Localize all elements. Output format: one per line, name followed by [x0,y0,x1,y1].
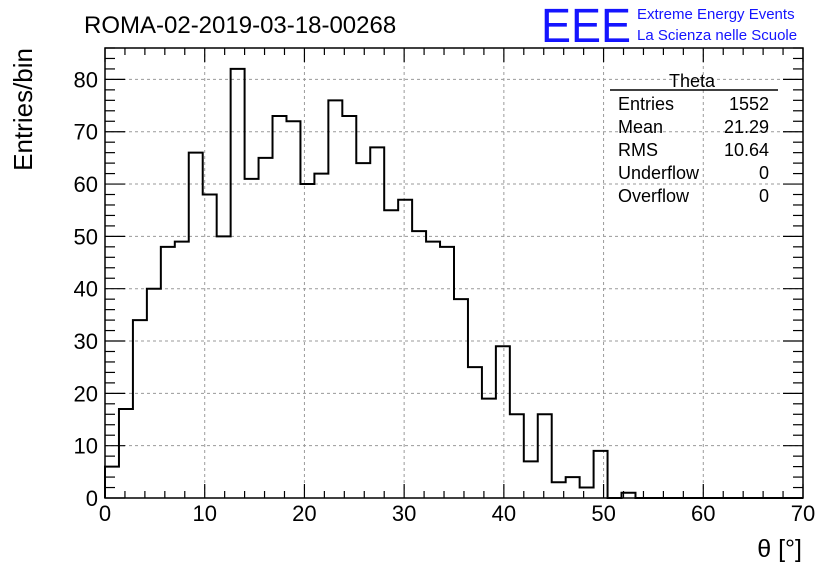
stats-label-overflow: Overflow [618,186,690,206]
x-tick-label: 40 [492,501,516,526]
x-tick-label: 0 [99,501,111,526]
eee-logo-line1: Extreme Energy Events [637,6,795,23]
y-tick-label: 30 [74,329,98,354]
stats-box-title: Theta [669,71,716,91]
x-tick-label: 10 [192,501,216,526]
y-tick-label: 80 [74,67,98,92]
x-axis-label: θ [°] [757,535,802,563]
x-tick-label: 50 [591,501,615,526]
y-tick-label: 0 [86,486,98,511]
stats-label-mean: Mean [618,117,663,137]
x-tick-label: 30 [392,501,416,526]
x-tick-label: 20 [292,501,316,526]
stats-value-mean: 21.29 [724,117,769,137]
y-tick-label: 70 [74,120,98,145]
stats-box: Theta Entries 1552 Mean 21.29 RMS 10.64 … [610,71,778,206]
run-title: ROMA-02-2019-03-18-00268 [84,12,396,39]
eee-logo: EEE [541,0,631,53]
stats-value-overflow: 0 [759,186,769,206]
y-tick-label: 50 [74,224,98,249]
eee-logo-line2: La Scienza nelle Scuole [637,27,797,44]
stats-value-underflow: 0 [759,163,769,183]
stats-label-underflow: Underflow [618,163,700,183]
histogram-outline [104,67,803,499]
y-axis-label: Entries/bin [8,48,38,171]
plot-frame [104,47,804,499]
histogram-layer [104,67,803,499]
tick-labels: 0 10 20 30 40 50 60 70 0 10 20 30 40 50 60 70 80 [74,67,816,526]
stats-value-entries: 1552 [729,94,769,114]
x-tick-label: 60 [691,501,715,526]
y-tick-label: 60 [74,172,98,197]
y-tick-label: 40 [74,277,98,302]
stats-label-entries: Entries [618,94,674,114]
ticks-layer [104,47,804,499]
y-tick-label: 20 [74,381,98,406]
y-tick-label: 10 [74,434,98,459]
x-tick-label: 70 [791,501,815,526]
grid-layer [105,48,803,498]
stats-label-rms: RMS [618,140,658,160]
stats-value-rms: 10.64 [724,140,769,160]
